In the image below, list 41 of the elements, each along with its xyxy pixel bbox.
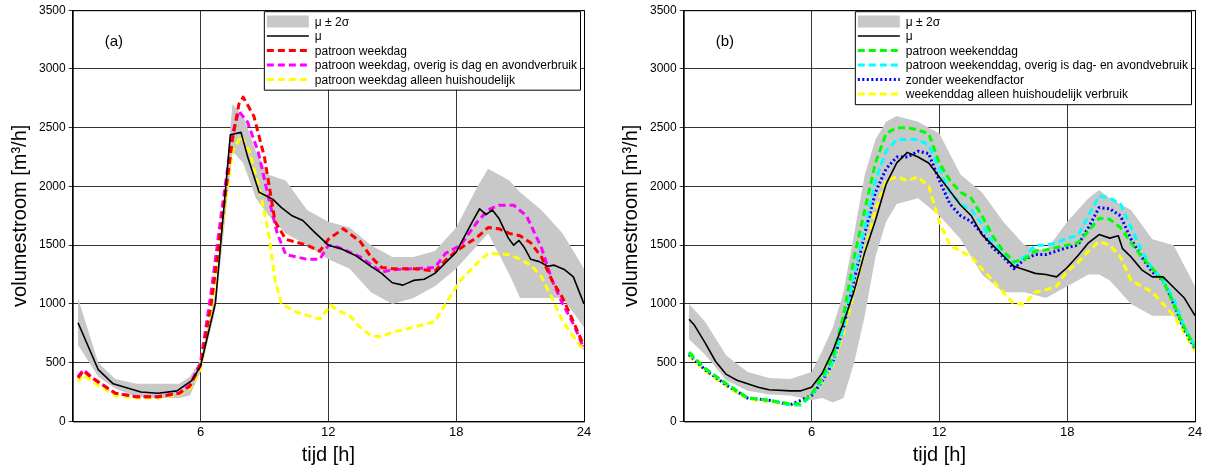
legend-label: μ ± 2σ	[905, 14, 941, 29]
legend-label: patroon weekdag	[314, 43, 407, 58]
legend-label: patroon weekenddag	[905, 43, 1018, 58]
legend-label: patroon weekdag alleen huishoudelijk	[314, 72, 516, 87]
y-axis-title: volumestroom [m³/h]	[7, 124, 30, 307]
y-tick-label: 0	[59, 413, 67, 428]
y-tick-label: 500	[45, 354, 67, 369]
y-tick-label: 3500	[38, 2, 67, 17]
y-tick-label: 2000	[38, 178, 67, 193]
legend-label: μ ± 2σ	[314, 14, 350, 29]
y-tick-label: 3000	[38, 61, 67, 76]
legend-label: μ	[314, 29, 322, 44]
x-tick-label: 24	[1187, 423, 1203, 439]
y-axis-title: volumestroom [m³/h]	[618, 124, 641, 307]
legend-label: zonder weekendfactor	[905, 72, 1024, 87]
y-tick-label: 2500	[38, 120, 67, 134]
x-tick-label: 24	[576, 423, 592, 439]
y-tick-label: 2000	[649, 178, 678, 193]
annotation: (a)	[104, 32, 124, 50]
x-axis-title: tijd [h]	[912, 442, 967, 465]
y-tick-label: 1500	[38, 237, 67, 252]
y-tick-label: 1000	[649, 296, 678, 311]
legend-label: patroon weekenddag, overig is dag- en avondvebruik	[905, 58, 1189, 73]
x-tick-label: 18	[1059, 423, 1075, 439]
y-tick-label: 3500	[649, 2, 678, 17]
y-tick-label: 2500	[649, 120, 678, 134]
x-tick-label: 18	[448, 423, 464, 439]
y-tick-label: 0	[670, 413, 678, 428]
annotation: (b)	[715, 32, 735, 50]
x-tick-label: 12	[932, 423, 947, 439]
y-tick-label: 500	[656, 354, 678, 369]
x-tick-label: 6	[807, 423, 816, 439]
legend-label: weekenddag alleen huishoudelijk verbruik	[904, 87, 1129, 102]
legend-label: μ	[905, 29, 913, 44]
legend-label: patroon weekdag, overig is dag en avondverbruik	[314, 58, 578, 73]
x-tick-label: 6	[196, 423, 205, 439]
y-tick-label: 3000	[649, 61, 678, 76]
x-axis-title: tijd [h]	[301, 442, 356, 465]
x-tick-label: 12	[321, 423, 336, 439]
y-tick-label: 1500	[649, 237, 678, 252]
y-tick-label: 1000	[38, 296, 67, 311]
